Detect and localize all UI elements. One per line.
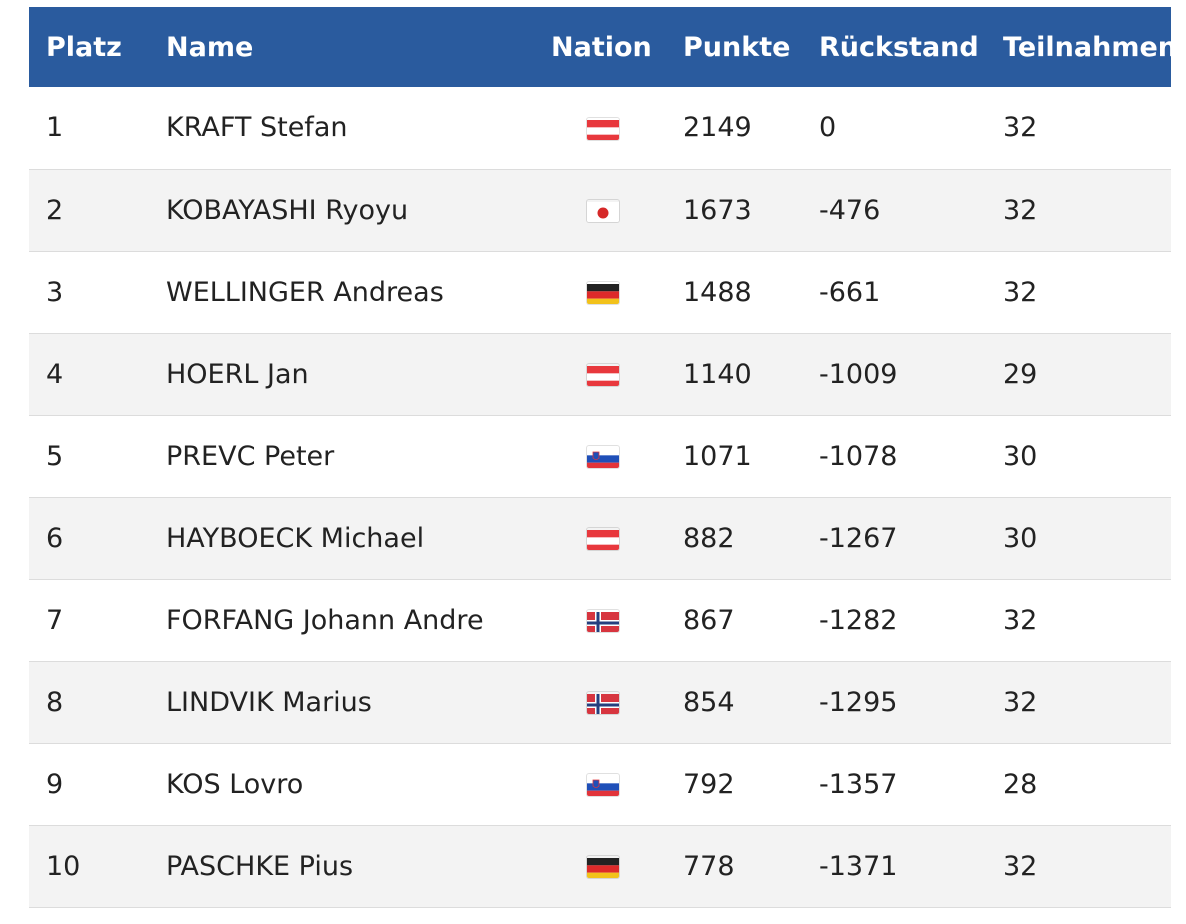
table-body: 1 KRAFT Stefan 2149 0 32 2 KOBAYASHI Ryoyu 1673… (29, 87, 1171, 907)
cell-teilnahmen: 30 (1003, 440, 1038, 472)
cell-name: FORFANG Johann Andre (166, 604, 484, 636)
cell-name: KOBAYASHI Ryoyu (166, 194, 409, 226)
cell-punkte: 2149 (683, 112, 752, 144)
cell-nation (550, 415, 683, 497)
cell-platz: 1 (46, 112, 64, 144)
germany-flag-icon (587, 856, 619, 878)
standings-table-container: Platz Name Nation Punkte Rückstand Teiln… (29, 7, 1177, 908)
cell-platz: 3 (46, 276, 64, 308)
header-platz[interactable]: Platz (46, 31, 122, 63)
norway-flag-icon (587, 692, 619, 714)
cell-name: KOS Lovro (166, 768, 304, 800)
cell-nation (550, 743, 683, 825)
austria-flag-icon (587, 118, 619, 140)
cell-punkte: 1673 (683, 194, 752, 226)
germany-flag-icon (587, 282, 619, 304)
cell-rueckstand: -476 (819, 194, 881, 226)
cell-rueckstand: -1282 (819, 604, 898, 636)
cell-teilnahmen: 29 (1003, 358, 1038, 390)
table-row[interactable]: 6 HAYBOECK Michael 882 -1267 30 (29, 497, 1171, 579)
cell-nation (550, 333, 683, 415)
slovenia-flag-icon (587, 446, 619, 468)
cell-rueckstand: 0 (819, 112, 837, 144)
cell-nation (550, 169, 683, 251)
standings-table: Platz Name Nation Punkte Rückstand Teiln… (29, 7, 1177, 908)
cell-name: LINDVIK Marius (166, 686, 372, 718)
cell-platz: 5 (46, 440, 64, 472)
cell-name: PASCHKE Pius (166, 850, 354, 882)
slovenia-flag-icon (587, 774, 619, 796)
cell-rueckstand: -1295 (819, 686, 898, 718)
cell-nation (550, 579, 683, 661)
header-name[interactable]: Name (166, 31, 254, 63)
cell-name: HAYBOECK Michael (166, 522, 425, 554)
cell-platz: 4 (46, 358, 64, 390)
cell-punkte: 792 (683, 768, 735, 800)
cell-teilnahmen: 32 (1003, 276, 1038, 308)
table-row[interactable]: 10 PASCHKE Pius 778 -1371 32 (29, 825, 1171, 907)
cell-punkte: 854 (683, 686, 735, 718)
header-teilnahmen[interactable]: Teilnahmen (1003, 31, 1177, 63)
header-row: Platz Name Nation Punkte Rückstand Teiln… (29, 7, 1177, 87)
cell-punkte: 1488 (683, 276, 752, 308)
table-row[interactable]: 8 LINDVIK Marius 854 -1295 32 (29, 661, 1171, 743)
table-row[interactable]: 2 KOBAYASHI Ryoyu 1673 -476 32 (29, 169, 1171, 251)
cell-nation (550, 87, 683, 169)
cell-platz: 2 (46, 194, 64, 226)
cell-rueckstand: -1357 (819, 768, 898, 800)
japan-flag-icon (587, 200, 619, 222)
cell-teilnahmen: 28 (1003, 768, 1038, 800)
cell-teilnahmen: 32 (1003, 604, 1038, 636)
cell-punkte: 867 (683, 604, 735, 636)
cell-teilnahmen: 32 (1003, 686, 1038, 718)
cell-punkte: 882 (683, 522, 735, 554)
cell-platz: 9 (46, 768, 64, 800)
cell-platz: 7 (46, 604, 64, 636)
cell-teilnahmen: 32 (1003, 850, 1038, 882)
cell-teilnahmen: 32 (1003, 112, 1038, 144)
header-nation[interactable]: Nation (551, 31, 652, 63)
cell-rueckstand: -1009 (819, 358, 898, 390)
cell-nation (550, 497, 683, 579)
cell-name: WELLINGER Andreas (166, 276, 444, 308)
cell-name: PREVC Peter (166, 440, 335, 472)
header-punkte[interactable]: Punkte (683, 31, 791, 63)
cell-name: KRAFT Stefan (166, 112, 348, 144)
cell-teilnahmen: 30 (1003, 522, 1038, 554)
cell-nation (550, 661, 683, 743)
table-row[interactable]: 5 PREVC Peter 1071 -1078 30 (29, 415, 1171, 497)
table-row[interactable]: 7 FORFANG Johann Andre 867 -1282 32 (29, 579, 1171, 661)
table-row[interactable]: 9 KOS Lovro 792 -1357 28 (29, 743, 1171, 825)
table-header: Platz Name Nation Punkte Rückstand Teiln… (29, 7, 1177, 87)
cell-nation (550, 825, 683, 907)
cell-platz: 8 (46, 686, 64, 718)
austria-flag-icon (587, 528, 619, 550)
cell-rueckstand: -661 (819, 276, 881, 308)
cell-rueckstand: -1078 (819, 440, 898, 472)
norway-flag-icon (587, 610, 619, 632)
cell-punkte: 1140 (683, 358, 752, 390)
table-row[interactable]: 4 HOERL Jan 1140 -1009 29 (29, 333, 1171, 415)
cell-punkte: 1071 (683, 440, 752, 472)
header-rueckstand[interactable]: Rückstand (819, 31, 979, 63)
table-row[interactable]: 1 KRAFT Stefan 2149 0 32 (29, 87, 1171, 169)
cell-platz: 10 (46, 850, 81, 882)
cell-nation (550, 251, 683, 333)
cell-teilnahmen: 32 (1003, 194, 1038, 226)
cell-platz: 6 (46, 522, 64, 554)
table-row[interactable]: 3 WELLINGER Andreas 1488 -661 32 (29, 251, 1171, 333)
cell-name: HOERL Jan (166, 358, 309, 390)
cell-rueckstand: -1267 (819, 522, 898, 554)
austria-flag-icon (587, 364, 619, 386)
cell-punkte: 778 (683, 850, 735, 882)
cell-rueckstand: -1371 (819, 850, 898, 882)
